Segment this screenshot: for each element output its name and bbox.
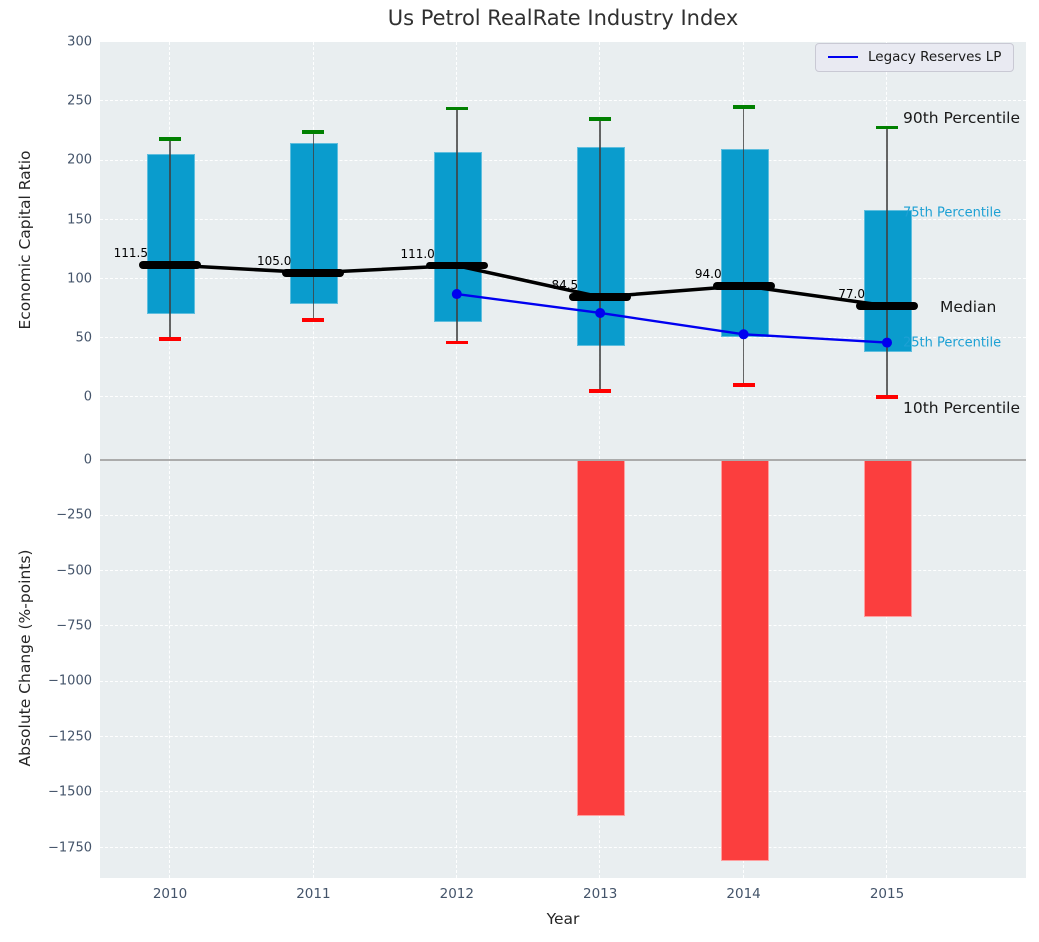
gridline-h-bottom — [100, 569, 1026, 571]
annotation-90th-percentile: 90th Percentile — [903, 109, 1021, 128]
x-tick-label: 2011 — [296, 886, 331, 902]
y-tick-label-top: 100 — [67, 271, 92, 287]
change-bar-2015 — [864, 460, 912, 617]
annotation-10th-percentile: 10th Percentile — [903, 399, 1021, 417]
iqr-box-2013 — [577, 147, 626, 346]
legend-line-sample — [828, 56, 858, 58]
whisker-2011 — [312, 131, 315, 321]
annotation-75th-percentile: 75th Percentile — [903, 205, 1002, 221]
gridline-h-bottom — [100, 736, 1026, 738]
y-tick-label-top: 50 — [75, 330, 92, 346]
gridline-h-bottom — [100, 680, 1026, 682]
iqr-box-2010 — [147, 154, 195, 314]
y-tick-label-bottom: −1750 — [48, 840, 92, 855]
y-tick-label-bottom: −1500 — [48, 784, 92, 800]
p90-cap-2012 — [445, 106, 468, 110]
y-tick-label-bottom: −750 — [56, 618, 92, 634]
p90-cap-2015 — [876, 125, 898, 129]
y-tick-label-top: 200 — [67, 152, 92, 168]
gridline-h-top — [100, 218, 1026, 220]
y-tick-label-top: 0 — [83, 389, 92, 405]
whisker-2014 — [742, 107, 745, 386]
chart-title: Us Petrol RealRate Industry Index — [387, 6, 739, 30]
y-tick-label-top: 300 — [67, 34, 92, 50]
p90-cap-2010 — [159, 137, 181, 141]
legend: Legacy Reserves LP — [815, 43, 1015, 72]
gridline-h-bottom — [100, 791, 1026, 793]
median-value-label-2011: 105.0 — [257, 253, 292, 268]
whisker-2012 — [456, 108, 458, 343]
whisker-2010 — [169, 139, 171, 339]
median-bar-2010 — [139, 261, 201, 269]
median-value-label-2014: 94.0 — [694, 266, 722, 281]
zero-line — [100, 458, 1026, 462]
y-tick-label-bottom: −1000 — [48, 673, 92, 689]
gridline-h-bottom — [100, 625, 1026, 627]
iqr-box-2014 — [720, 148, 769, 338]
legend-label: Legacy Reserves LP — [868, 49, 1002, 65]
whisker-2015 — [886, 127, 888, 397]
iqr-box-2011 — [290, 142, 339, 305]
y-tick-label-bottom: 0 — [83, 452, 92, 468]
median-bar-2015 — [856, 302, 918, 310]
median-value-label-2010: 111.5 — [113, 246, 148, 261]
change-bar-2013 — [577, 460, 626, 817]
median-value-label-2015: 77.0 — [838, 286, 865, 301]
gridline-h-bottom — [100, 514, 1026, 516]
median-value-label-2012: 111.0 — [400, 246, 435, 261]
whisker-2013 — [599, 118, 601, 392]
p10-cap-2013 — [589, 389, 612, 393]
p90-cap-2013 — [589, 117, 612, 121]
y-tick-label-top: 250 — [67, 93, 92, 109]
gridline-h-top — [100, 100, 1026, 102]
gridline-h-top — [100, 41, 1026, 43]
p10-cap-2015 — [876, 395, 898, 399]
median-bar-2013 — [569, 293, 632, 301]
annotation-median: Median — [940, 297, 997, 316]
p90-cap-2014 — [732, 105, 755, 109]
p10-cap-2014 — [732, 383, 755, 387]
p10-cap-2010 — [159, 337, 181, 341]
p90-cap-2011 — [302, 130, 325, 134]
iqr-box-2012 — [433, 152, 482, 323]
annotation-25th-percentile: 25th Percentile — [903, 335, 1002, 351]
y-axis-label-top: Economic Capital Ratio — [16, 150, 34, 330]
x-tick-label: 2010 — [152, 886, 188, 902]
x-tick-label: 2013 — [583, 886, 618, 902]
median-bar-2014 — [712, 282, 775, 290]
median-bar-2011 — [282, 269, 345, 277]
gridline-h-top — [100, 396, 1026, 398]
x-axis-label: Year — [546, 910, 580, 928]
p10-cap-2011 — [302, 318, 325, 322]
x-tick-label: 2015 — [869, 886, 905, 902]
gridline-h-bottom — [100, 846, 1026, 848]
x-tick-label: 2012 — [439, 886, 474, 902]
gridline-h-top — [100, 159, 1026, 161]
median-bar-2012 — [425, 261, 488, 270]
y-tick-label-bottom: −250 — [56, 507, 92, 523]
x-tick-label: 2014 — [726, 886, 761, 902]
change-bar-2014 — [720, 460, 769, 861]
y-tick-label-bottom: −500 — [56, 563, 92, 579]
y-tick-label-top: 150 — [67, 212, 92, 227]
y-tick-label-bottom: −1250 — [48, 729, 92, 745]
median-value-label-2013: 84.5 — [551, 278, 579, 292]
iqr-box-2015 — [864, 210, 912, 352]
p10-cap-2012 — [445, 340, 468, 345]
